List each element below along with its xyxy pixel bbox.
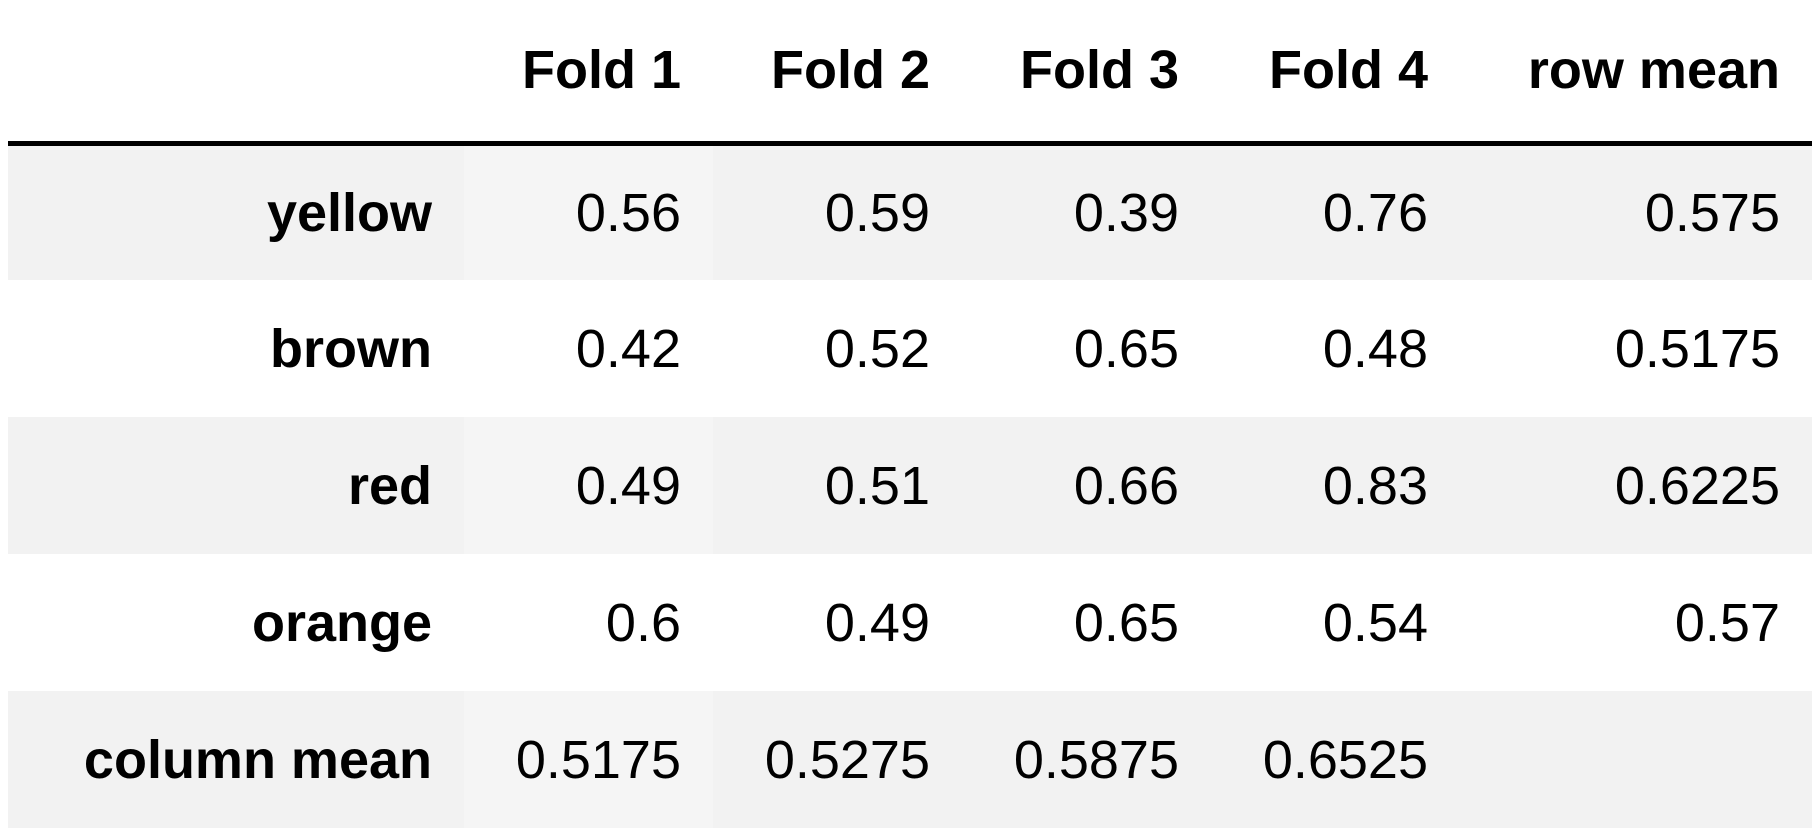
row-label: brown	[270, 318, 432, 379]
column-header-fold-1: Fold 1	[464, 0, 713, 146]
index-header	[8, 0, 464, 146]
table-row-yellow: yellow 0.56 0.59 0.39 0.76 0.575	[8, 143, 1812, 280]
cell-fold-1: 0.49	[464, 417, 713, 554]
cell-fold-1: 0.6	[605, 592, 681, 653]
cell-fold-4: 0.6525	[1262, 729, 1428, 790]
column-header-fold-2: Fold 2	[713, 0, 962, 146]
cell-fold-4: 0.83	[1322, 455, 1428, 516]
column-header-fold-3: Fold 3	[962, 0, 1211, 146]
cell-fold-2: 0.52	[824, 318, 930, 379]
cell-fold-3: 0.65	[1073, 592, 1179, 653]
cell-fold-3: 0.39	[1073, 182, 1179, 243]
cell-fold-1: 0.42	[575, 318, 681, 379]
cell-fold-2: 0.59	[824, 182, 930, 243]
table-row-column-mean: column mean 0.5175 0.5275 0.5875 0.6525	[8, 691, 1812, 828]
cell-row-mean	[1460, 691, 1812, 828]
cell-fold-4: 0.48	[1322, 318, 1428, 379]
cell-fold-4: 0.76	[1322, 182, 1428, 243]
row-label: red	[347, 455, 432, 516]
cell-fold-1: 0.56	[464, 143, 713, 280]
cell-fold-3: 0.65	[1073, 318, 1179, 379]
cell-fold-2: 0.49	[824, 592, 930, 653]
cell-fold-3: 0.5875	[1013, 729, 1179, 790]
cell-fold-3: 0.66	[1073, 455, 1179, 516]
cell-fold-2: 0.5275	[764, 729, 930, 790]
cell-row-mean: 0.575	[1644, 182, 1780, 243]
cell-row-mean: 0.6225	[1614, 455, 1780, 516]
cell-fold-1: 0.5175	[464, 691, 713, 828]
row-label: yellow	[266, 182, 432, 243]
table-row-orange: orange 0.6 0.49 0.65 0.54 0.57	[8, 554, 1812, 691]
cell-fold-2: 0.51	[824, 455, 930, 516]
cell-row-mean: 0.57	[1674, 592, 1780, 653]
column-header-row-mean: row mean	[1460, 0, 1812, 146]
table-header: Fold 1 Fold 2 Fold 3 Fold 4 row mean	[8, 0, 1812, 146]
table-row-red: red 0.49 0.51 0.66 0.83 0.6225	[8, 417, 1812, 554]
column-header-fold-4: Fold 4	[1211, 0, 1460, 146]
table-row-brown: brown 0.42 0.52 0.65 0.48 0.5175	[8, 280, 1812, 417]
row-label: orange	[251, 592, 432, 653]
cell-fold-4: 0.54	[1322, 592, 1428, 653]
cell-row-mean: 0.5175	[1614, 318, 1780, 379]
row-label: column mean	[83, 729, 432, 790]
fold-scores-table: Fold 1 Fold 2 Fold 3 Fold 4 row mean yel…	[8, 0, 1812, 828]
results-table-container: Fold 1 Fold 2 Fold 3 Fold 4 row mean yel…	[8, 0, 1812, 828]
table-body: yellow 0.56 0.59 0.39 0.76 0.575 brown 0…	[8, 143, 1812, 828]
header-row: Fold 1 Fold 2 Fold 3 Fold 4 row mean	[8, 0, 1812, 146]
